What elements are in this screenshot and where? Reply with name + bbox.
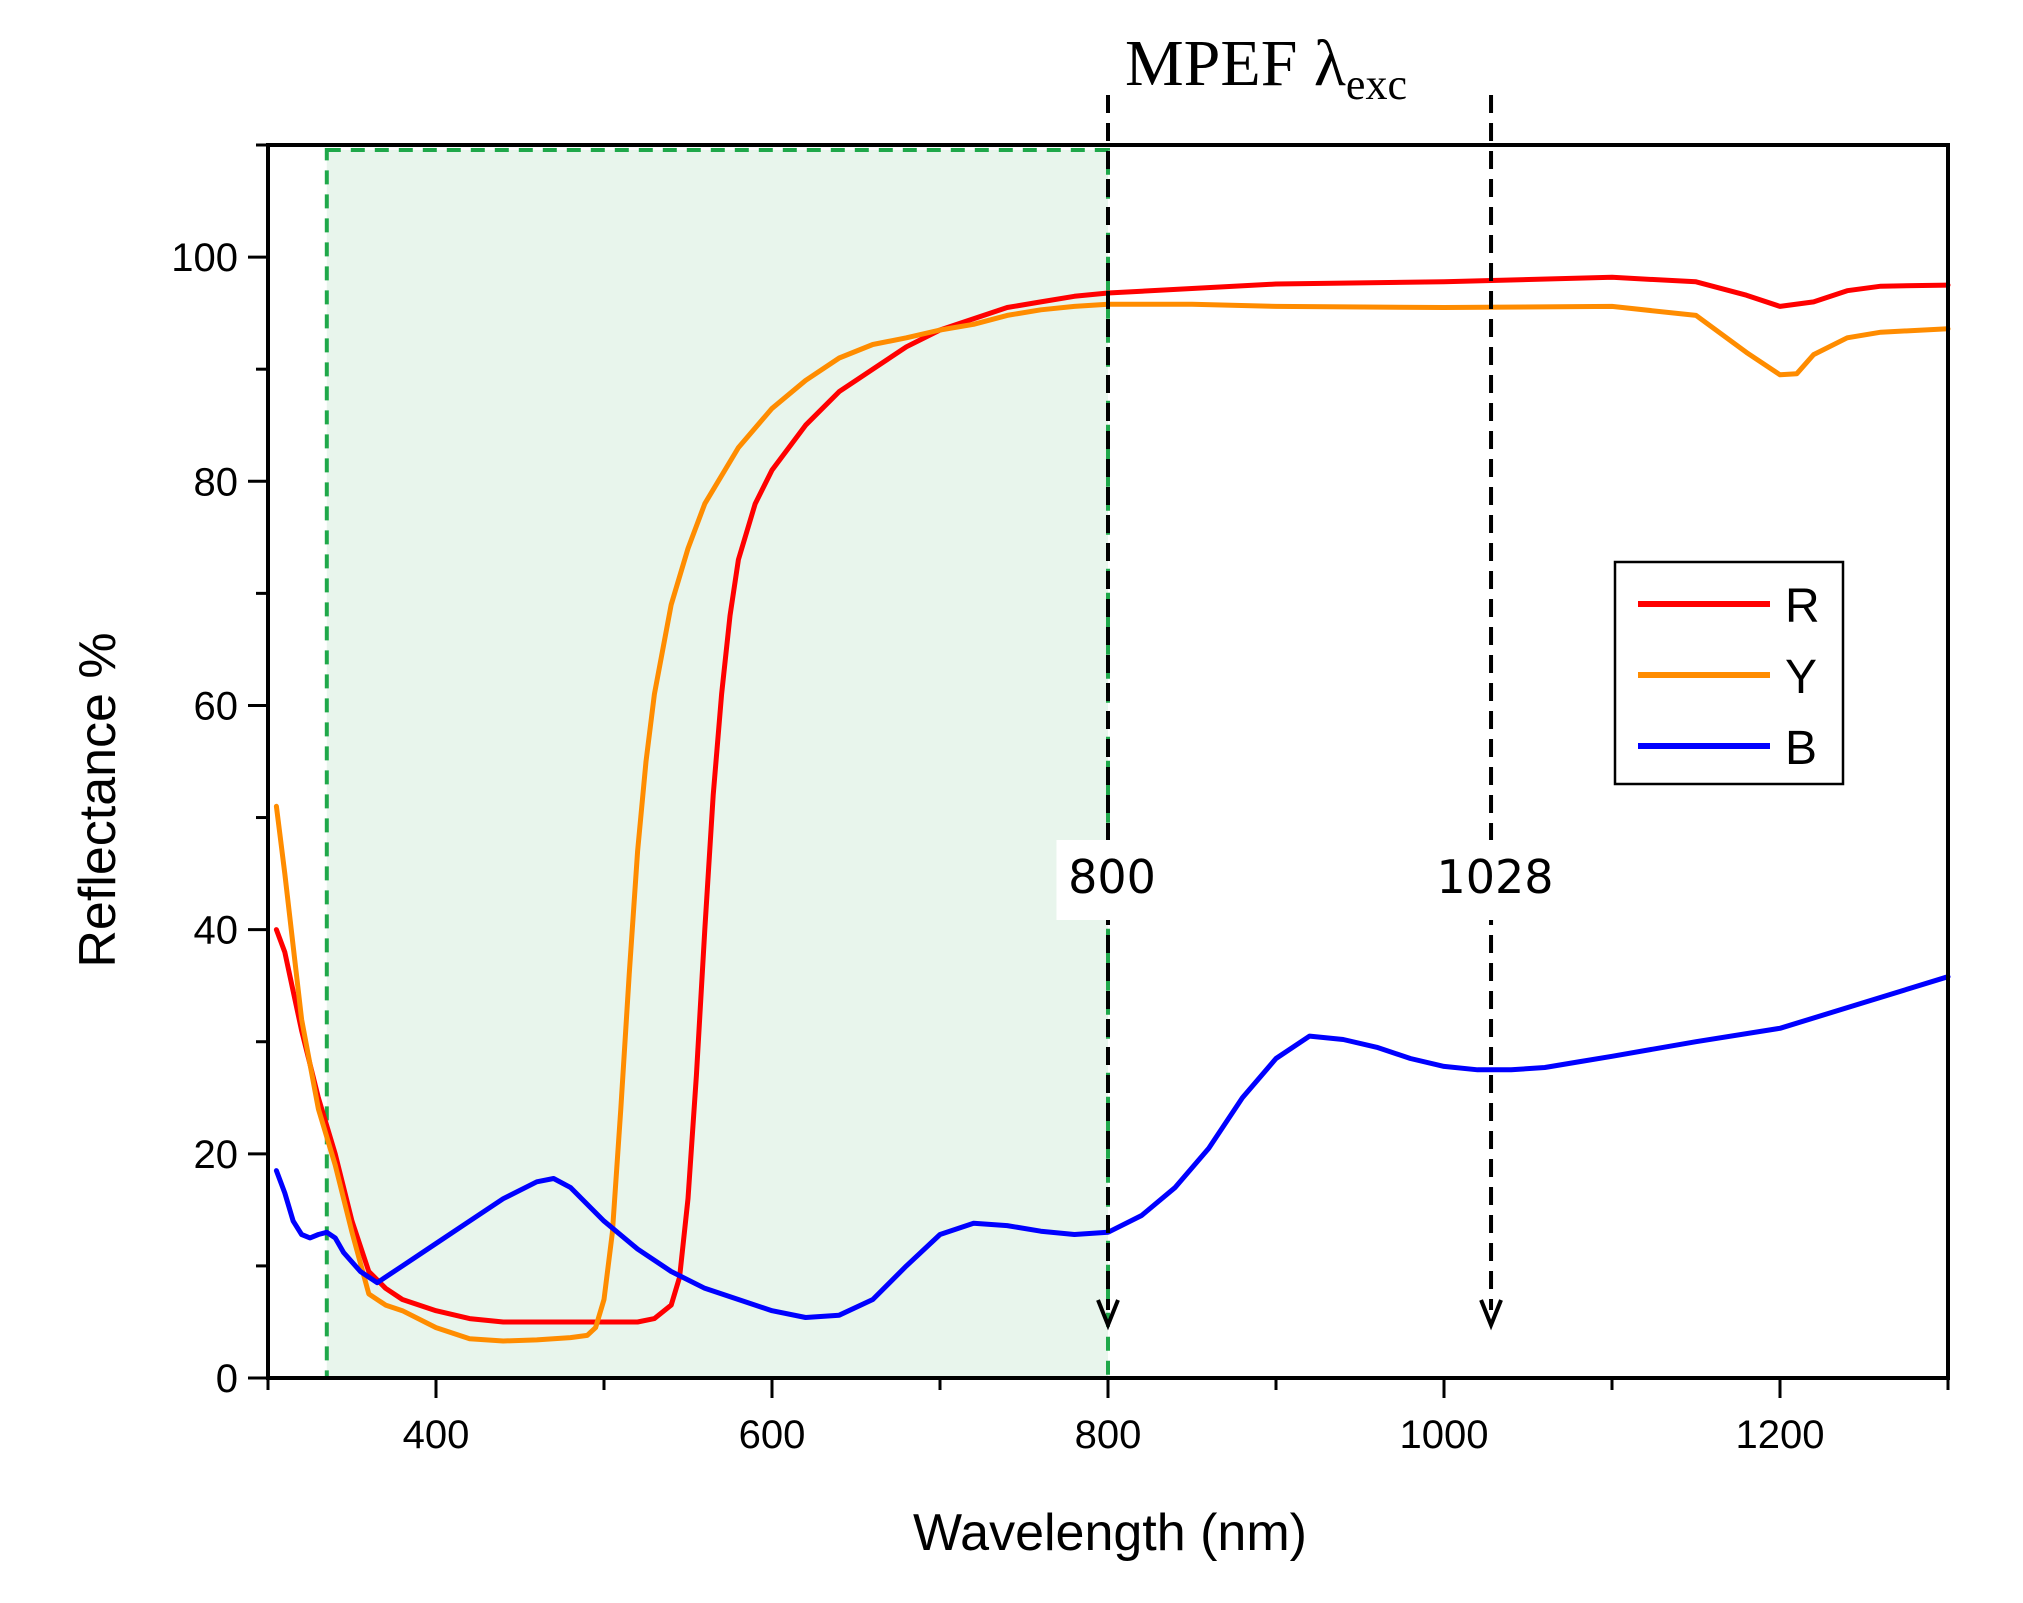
mpef-title: MPEF λexc [1125,27,1407,109]
x-axis-ticks: 400 600 800 1000 1200 [266,1378,1950,1457]
y-tick-label: 80 [194,460,239,504]
x-axis-title: Wavelength (nm) [913,1504,1307,1562]
y-tick-label: 20 [194,1133,239,1177]
marker-group: 800 1028 [1056,95,1558,1331]
legend-label-y: Y [1785,651,1817,704]
y-axis-title: Reflectance % [69,632,127,967]
series-group [273,274,1951,1344]
marker-arrow-1028 [1479,1299,1503,1331]
series-line-y [273,301,1951,1344]
x-tick-label: 1000 [1400,1413,1489,1457]
marker-arrow-800 [1096,1299,1120,1331]
mpef-title-sub: exc [1346,60,1407,109]
x-tick-label: 800 [1075,1413,1142,1457]
y-tick-label: 100 [171,236,238,280]
marker-label-800: 800 [1068,850,1156,904]
mpef-title-main: MPEF λ [1125,27,1346,100]
x-tick-label: 1200 [1736,1413,1825,1457]
series-line-b [273,974,1951,1320]
series-line-r [273,274,1951,1325]
y-tick-label: 0 [216,1357,238,1401]
marker-label-1028: 1028 [1437,850,1554,904]
x-tick-label: 400 [403,1413,470,1457]
marker-label-bg-1028 [1425,840,1558,920]
legend-label-r: R [1785,580,1820,633]
y-tick-label: 60 [194,684,239,728]
legend-label-b: B [1785,722,1817,775]
y-tick-label: 40 [194,909,239,953]
marker-label-bg-800 [1056,840,1160,920]
x-tick-label: 600 [739,1413,806,1457]
y-axis-ticks: 0 20 40 60 80 100 [171,143,268,1401]
legend: R Y B [1613,560,1845,786]
